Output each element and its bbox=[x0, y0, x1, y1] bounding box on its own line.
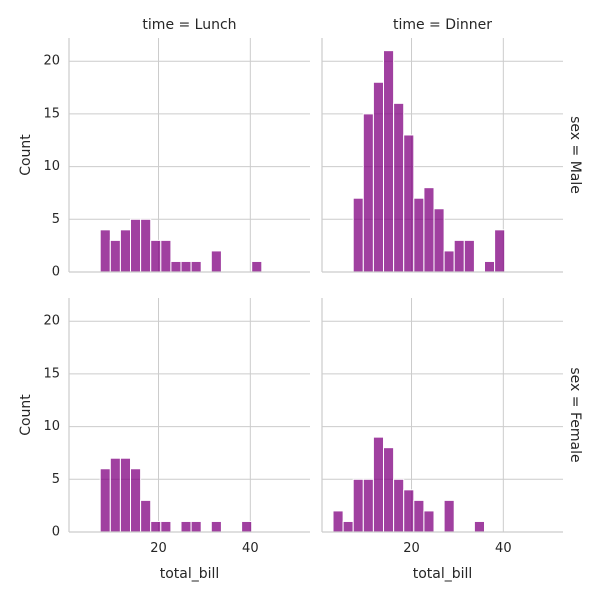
x-axis-label: total_bill bbox=[160, 566, 220, 582]
histogram-bar bbox=[130, 468, 142, 533]
histogram-bar bbox=[251, 260, 263, 273]
facet-column-title: time = Dinner bbox=[393, 17, 492, 33]
histogram-bar bbox=[423, 187, 435, 273]
y-tick-label: 15 bbox=[43, 106, 60, 121]
histogram-bar bbox=[383, 50, 395, 273]
histogram-bar bbox=[180, 520, 192, 533]
histogram-bar bbox=[332, 510, 344, 533]
histogram-bar bbox=[99, 229, 111, 273]
y-tick-label: 15 bbox=[43, 366, 60, 381]
histogram-bar bbox=[463, 239, 475, 273]
y-tick-label: 10 bbox=[43, 419, 60, 434]
histogram-bar bbox=[241, 520, 253, 533]
histogram-bar bbox=[453, 239, 465, 273]
histogram-bar bbox=[372, 436, 385, 533]
y-tick-label: 10 bbox=[43, 159, 60, 174]
y-tick-label: 20 bbox=[43, 314, 60, 329]
histogram-bar bbox=[352, 197, 364, 273]
histogram-bar bbox=[443, 250, 455, 273]
histogram-bar bbox=[99, 468, 111, 533]
histogram-bar bbox=[150, 520, 162, 533]
x-tick-label: 20 bbox=[150, 541, 167, 556]
histogram-bar bbox=[413, 197, 425, 273]
histogram-bar bbox=[160, 520, 172, 533]
histogram-bar bbox=[403, 134, 415, 273]
histogram-bar bbox=[190, 520, 202, 533]
histogram-bar bbox=[443, 499, 455, 533]
histogram-bar bbox=[372, 81, 385, 273]
y-tick-label: 5 bbox=[52, 472, 60, 487]
histogram-bar bbox=[119, 457, 132, 533]
histogram-bar bbox=[210, 250, 222, 273]
histogram-bar bbox=[393, 102, 405, 273]
histogram-bar bbox=[433, 208, 445, 273]
histogram-bar bbox=[362, 113, 374, 273]
histogram-bar bbox=[210, 520, 222, 533]
histogram-bar bbox=[180, 260, 192, 273]
histogram-bar bbox=[190, 260, 202, 273]
histogram-bar bbox=[109, 457, 121, 533]
y-axis-label: Count bbox=[18, 394, 34, 436]
facet-column-title: time = Lunch bbox=[142, 17, 236, 33]
x-tick-label: 40 bbox=[242, 541, 259, 556]
histogram-bar bbox=[362, 478, 374, 533]
y-tick-label: 20 bbox=[43, 54, 60, 69]
y-tick-label: 5 bbox=[52, 212, 60, 227]
histogram-bar bbox=[130, 218, 142, 273]
histogram-bar bbox=[484, 260, 496, 273]
histogram-bar bbox=[494, 229, 506, 273]
histogram-bar bbox=[342, 520, 354, 533]
histogram-bar bbox=[140, 499, 152, 533]
y-tick-label: 0 bbox=[52, 525, 60, 540]
histogram-bar bbox=[140, 218, 152, 273]
facet-row-title: sex = Female bbox=[567, 367, 583, 462]
histogram-bar bbox=[383, 447, 395, 533]
histogram-bar bbox=[413, 499, 425, 533]
histogram-bar bbox=[352, 478, 364, 533]
histogram-bar bbox=[423, 510, 435, 533]
y-axis-label: Count bbox=[18, 134, 34, 176]
histogram-bar bbox=[160, 239, 172, 273]
y-tick-label: 0 bbox=[52, 265, 60, 280]
histogram-bar bbox=[403, 489, 415, 533]
histogram-bar bbox=[170, 260, 182, 273]
x-tick-label: 20 bbox=[403, 541, 420, 556]
histogram-bar bbox=[393, 478, 405, 533]
x-tick-label: 40 bbox=[495, 541, 512, 556]
histogram-bar bbox=[150, 239, 162, 273]
facet-row-title: sex = Male bbox=[567, 116, 583, 194]
histogram-bar bbox=[473, 520, 486, 533]
x-axis-label: total_bill bbox=[413, 566, 473, 582]
histogram-bar bbox=[109, 239, 121, 273]
histogram-bar bbox=[119, 229, 132, 273]
